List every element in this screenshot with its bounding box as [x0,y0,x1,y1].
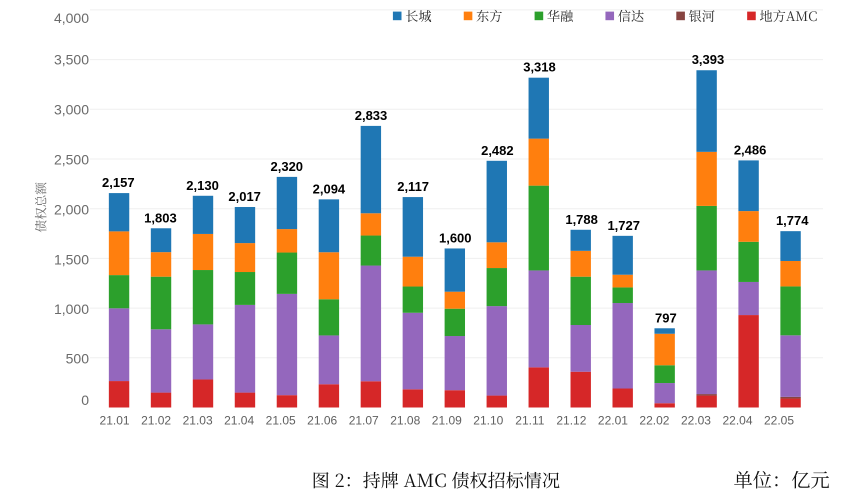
svg-text:21.08: 21.08 [390,414,420,428]
svg-text:21.12: 21.12 [556,414,586,428]
svg-text:21.06: 21.06 [307,414,337,428]
svg-text:21.03: 21.03 [183,414,213,428]
svg-text:2,157: 2,157 [102,175,135,190]
svg-text:2,500: 2,500 [54,151,89,167]
svg-text:22.04: 22.04 [722,414,752,428]
svg-text:1,727: 1,727 [607,218,640,233]
svg-text:2,094: 2,094 [313,181,346,196]
svg-text:2,017: 2,017 [228,189,261,204]
svg-text:2,833: 2,833 [355,108,388,123]
svg-text:21.10: 21.10 [473,414,503,428]
svg-text:2,130: 2,130 [186,178,219,193]
svg-text:1,000: 1,000 [54,301,89,317]
svg-text:1,500: 1,500 [54,251,89,267]
svg-text:21.04: 21.04 [224,414,254,428]
svg-text:797: 797 [655,310,677,325]
svg-text:2,320: 2,320 [271,159,304,174]
svg-text:21.07: 21.07 [349,414,379,428]
svg-text:22.02: 22.02 [639,414,669,428]
svg-text:2,117: 2,117 [397,179,429,194]
svg-text:22.01: 22.01 [598,414,628,428]
svg-text:3,000: 3,000 [54,101,89,117]
svg-text:1,803: 1,803 [144,210,177,225]
svg-text:500: 500 [66,351,90,367]
svg-text:1,774: 1,774 [776,213,809,228]
svg-text:21.09: 21.09 [432,414,462,428]
svg-text:21.05: 21.05 [266,414,296,428]
svg-text:2,482: 2,482 [481,143,514,158]
svg-text:3,318: 3,318 [523,60,556,75]
svg-text:22.05: 22.05 [764,414,794,428]
svg-text:2,486: 2,486 [734,142,767,157]
svg-text:21.01: 21.01 [100,414,130,428]
svg-text:1,600: 1,600 [439,230,472,245]
svg-text:3,500: 3,500 [54,51,89,67]
svg-text:21.02: 21.02 [141,414,171,428]
svg-text:21.11: 21.11 [515,414,544,428]
svg-text:4,000: 4,000 [54,10,89,26]
svg-text:22.03: 22.03 [681,414,711,428]
svg-text:3,393: 3,393 [692,52,725,67]
svg-text:0: 0 [81,392,89,408]
svg-text:1,788: 1,788 [565,212,598,227]
svg-text:2,000: 2,000 [54,202,89,218]
